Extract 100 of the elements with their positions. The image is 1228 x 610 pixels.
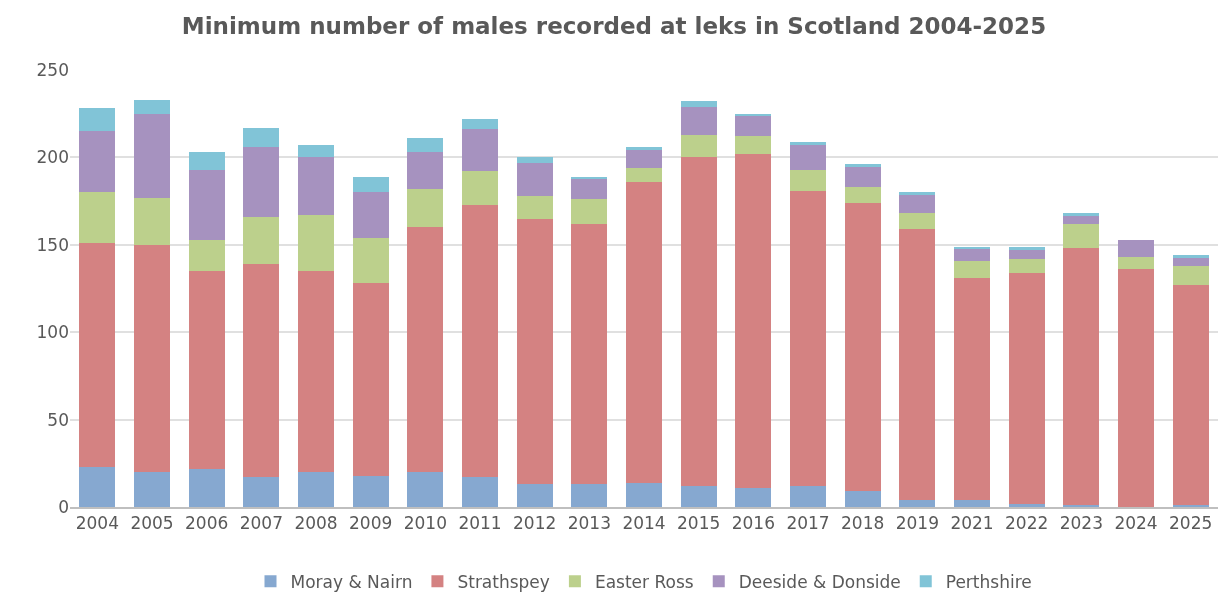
x-tick-label: 2009 <box>349 513 393 534</box>
bar <box>625 150 663 168</box>
bar <box>297 157 335 216</box>
bar <box>407 227 444 473</box>
legend-label: Strathspey <box>457 571 550 592</box>
bar <box>1063 248 1100 506</box>
bar <box>188 468 225 507</box>
bar <box>297 145 335 158</box>
y-tick-label: 100 <box>36 322 69 343</box>
bar <box>899 192 936 195</box>
bar <box>1063 223 1100 249</box>
y-tick-label: 0 <box>58 496 69 517</box>
bar <box>188 271 225 469</box>
x-tick-label: 2021 <box>950 513 994 534</box>
bar <box>844 187 881 203</box>
bar <box>461 171 499 205</box>
bar <box>680 106 717 135</box>
bar <box>243 146 280 217</box>
bar <box>352 176 389 193</box>
bar <box>461 118 499 130</box>
y-tick-label: 150 <box>36 234 69 255</box>
bar <box>899 213 936 230</box>
bar <box>461 129 499 172</box>
bar <box>953 500 991 507</box>
bar <box>571 484 608 507</box>
legend-label: Deeside & Donside <box>738 571 901 592</box>
bar <box>516 218 553 485</box>
bar <box>352 237 389 284</box>
bar <box>735 136 772 154</box>
bar <box>243 127 280 147</box>
bar <box>1008 250 1045 259</box>
bar <box>516 162 553 196</box>
bar <box>407 138 444 153</box>
bar <box>1008 272 1045 504</box>
bar <box>953 248 991 261</box>
x-tick-label: 2013 <box>567 513 611 534</box>
y-tick-label: 250 <box>36 59 69 80</box>
bar <box>1172 285 1209 506</box>
bar <box>680 157 717 487</box>
x-tick-label: 2016 <box>731 513 775 534</box>
x-tick-label: 2005 <box>130 513 174 534</box>
bar <box>625 181 663 483</box>
bar <box>79 108 116 132</box>
bar <box>571 199 608 224</box>
bar <box>352 475 389 507</box>
bar <box>133 99 171 114</box>
x-tick-label: 2006 <box>185 513 229 534</box>
bar <box>844 164 881 167</box>
x-tick-label: 2010 <box>403 513 447 534</box>
bar <box>680 134 717 158</box>
bar <box>516 195 553 219</box>
bar <box>571 223 608 485</box>
bar <box>789 190 827 487</box>
bar <box>133 244 171 473</box>
bar <box>844 202 881 492</box>
bar <box>79 466 116 507</box>
bar <box>899 500 936 507</box>
x-tick-label: 2004 <box>75 513 119 534</box>
x-tick-label: 2017 <box>786 513 830 534</box>
bar <box>1008 258 1045 273</box>
bar <box>188 152 225 170</box>
x-tick-label: 2007 <box>239 513 283 534</box>
bar <box>680 486 717 507</box>
bar <box>516 157 553 163</box>
bar <box>1117 269 1155 507</box>
bar <box>243 216 280 265</box>
x-tick-label: 2022 <box>1005 513 1049 534</box>
bar <box>407 152 444 189</box>
x-tick-label: 2018 <box>841 513 885 534</box>
bar <box>297 271 335 473</box>
bar <box>407 188 444 228</box>
bar <box>1117 239 1155 258</box>
bar <box>953 260 991 279</box>
x-tick-label: 2012 <box>513 513 557 534</box>
bar <box>1063 213 1100 216</box>
bar <box>680 101 717 107</box>
bar <box>407 472 444 507</box>
bar <box>625 167 663 182</box>
y-tick-label: 200 <box>36 147 69 168</box>
x-tick-label: 2014 <box>622 513 666 534</box>
bar <box>79 243 116 467</box>
bar <box>297 472 335 507</box>
bar <box>188 239 225 272</box>
x-tick-label: 2023 <box>1059 513 1103 534</box>
bar <box>352 192 389 238</box>
bar <box>625 482 663 507</box>
y-tick-label: 50 <box>47 409 69 430</box>
x-tick-label: 2008 <box>294 513 338 534</box>
legend-label: Easter Ross <box>594 571 694 592</box>
bar <box>789 145 827 170</box>
x-tick-label: 2019 <box>895 513 939 534</box>
bar <box>352 283 389 476</box>
bar <box>899 194 936 214</box>
bar <box>133 472 171 507</box>
bar <box>953 278 991 501</box>
bar <box>133 197 171 245</box>
bar <box>735 115 772 137</box>
bar <box>735 153 772 488</box>
bar <box>789 486 827 507</box>
chart-title: Minimum number of males recorded at leks in Scotland 2004-2025 <box>181 13 1047 40</box>
